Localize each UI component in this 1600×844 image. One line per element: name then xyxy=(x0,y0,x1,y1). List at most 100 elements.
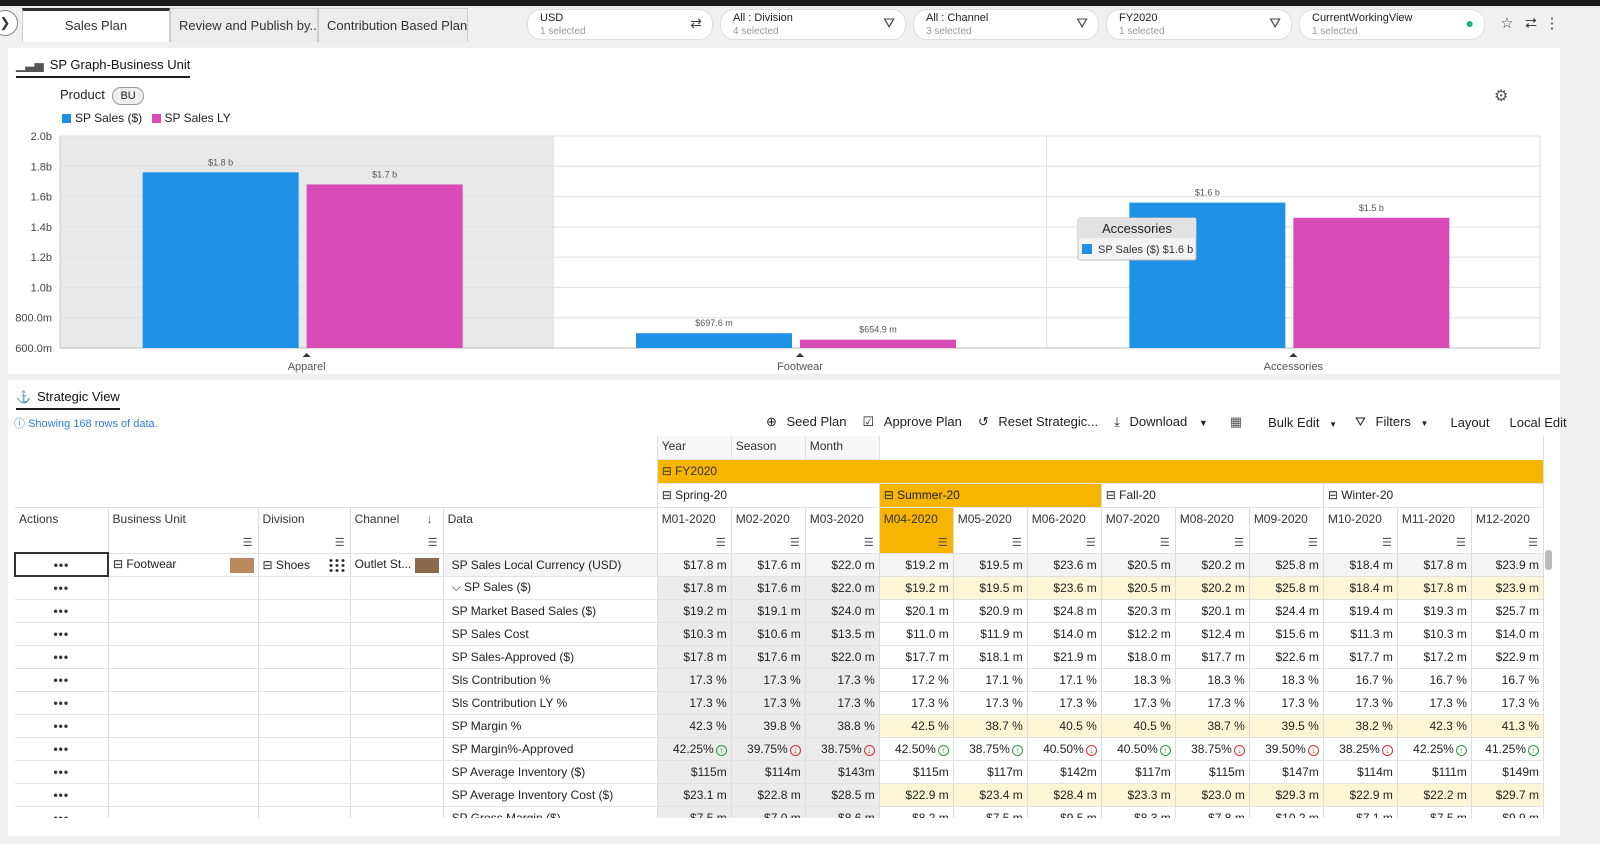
row-actions-menu[interactable]: ••• xyxy=(14,552,110,577)
value-cell[interactable]: 17.1 % xyxy=(1027,668,1102,692)
row-actions-menu[interactable]: ••• xyxy=(15,714,109,738)
value-cell[interactable]: $17.7 m xyxy=(1323,645,1398,669)
filters-button[interactable]: ⛛ Filters ▼ xyxy=(1354,414,1429,429)
value-cell[interactable]: $22.0 m xyxy=(805,576,880,600)
month-header-m05-2020[interactable]: M05-2020 ☰ xyxy=(953,507,1028,554)
value-cell[interactable]: 17.3 % xyxy=(1101,691,1176,715)
value-cell[interactable]: $23.9 m xyxy=(1471,576,1545,600)
value-cell[interactable]: 17.3 % xyxy=(1249,691,1324,715)
row-actions-menu[interactable]: ••• xyxy=(15,599,109,623)
month-header-m07-2020[interactable]: M07-2020 ☰ xyxy=(1101,507,1176,554)
value-cell[interactable]: $18.0 m xyxy=(1101,645,1176,669)
value-cell[interactable]: $25.7 m xyxy=(1471,599,1545,623)
value-cell[interactable]: $10.3 m xyxy=(1397,622,1472,646)
value-cell[interactable]: 40.50% ↑ xyxy=(1101,737,1176,761)
value-cell[interactable]: $22.2 m xyxy=(1397,783,1472,807)
value-cell[interactable]: $17.6 m xyxy=(731,553,806,577)
value-cell[interactable]: $10.2 m xyxy=(1249,806,1324,818)
value-cell[interactable]: $7.5 m xyxy=(657,806,732,818)
view-filter[interactable]: CurrentWorkingView 1 selected ● xyxy=(1299,9,1485,40)
month-header-m01-2020[interactable]: M01-2020 ☰ xyxy=(657,507,732,554)
sort-down-icon[interactable]: ↓ xyxy=(426,511,433,526)
value-cell[interactable]: $20.1 m xyxy=(1175,599,1250,623)
value-cell[interactable]: $114m xyxy=(1323,760,1398,784)
value-cell[interactable]: 39.8 % xyxy=(731,714,806,738)
filter-icon[interactable]: ⛛ xyxy=(883,15,895,31)
value-cell[interactable]: $8.2 m xyxy=(879,806,954,818)
data-column-header[interactable]: Data xyxy=(443,507,658,554)
value-cell[interactable]: $19.1 m xyxy=(731,599,806,623)
value-cell[interactable]: $21.9 m xyxy=(1027,645,1102,669)
division-column-header[interactable]: Division ☰ xyxy=(258,507,351,554)
value-cell[interactable]: 16.7 % xyxy=(1397,668,1472,692)
value-cell[interactable]: $13.5 m xyxy=(805,622,880,646)
value-cell[interactable]: $20.5 m xyxy=(1101,576,1176,600)
value-cell[interactable]: $20.1 m xyxy=(879,599,954,623)
value-cell[interactable]: $12.2 m xyxy=(1101,622,1176,646)
value-cell[interactable]: $115m xyxy=(879,760,954,784)
row-actions-menu[interactable]: ••• xyxy=(15,622,109,646)
value-cell[interactable]: $23.6 m xyxy=(1027,576,1102,600)
value-cell[interactable]: $142m xyxy=(1027,760,1102,784)
tab-sales-plan[interactable]: Sales Plan xyxy=(22,8,170,42)
value-cell[interactable]: 38.7 % xyxy=(953,714,1028,738)
value-cell[interactable]: $10.6 m xyxy=(731,622,806,646)
value-cell[interactable]: $23.0 m xyxy=(1175,783,1250,807)
value-cell[interactable]: $8.6 m xyxy=(805,806,880,818)
row-actions-menu[interactable]: ••• xyxy=(15,783,109,807)
year-filter[interactable]: FY2020 1 selected ⛛ xyxy=(1106,9,1292,40)
value-cell[interactable]: 17.3 % xyxy=(805,691,880,715)
value-cell[interactable]: 18.3 % xyxy=(1101,668,1176,692)
value-cell[interactable]: $23.3 m xyxy=(1101,783,1176,807)
value-cell[interactable]: $24.8 m xyxy=(1027,599,1102,623)
value-cell[interactable]: $7.5 m xyxy=(953,806,1028,818)
value-cell[interactable]: $25.8 m xyxy=(1249,553,1324,577)
bulk-edit-button[interactable]: Bulk Edit ▼ xyxy=(1268,414,1337,430)
level-year[interactable]: Year xyxy=(657,436,732,460)
value-cell[interactable]: $20.2 m xyxy=(1175,576,1250,600)
value-cell[interactable]: $12.4 m xyxy=(1175,622,1250,646)
month-header-m03-2020[interactable]: M03-2020 ☰ xyxy=(805,507,880,554)
season-header-spring-20[interactable]: ⊟ Spring-20 xyxy=(657,483,880,508)
value-cell[interactable]: 39.75% ↓ xyxy=(731,737,806,761)
swap-icon[interactable]: ⇄ xyxy=(690,15,702,31)
value-cell[interactable]: $117m xyxy=(1101,760,1176,784)
value-cell[interactable]: 40.50% ↓ xyxy=(1027,737,1102,761)
value-cell[interactable]: $17.6 m xyxy=(731,645,806,669)
value-cell[interactable]: 42.25% ↑ xyxy=(1397,737,1472,761)
value-cell[interactable]: $19.2 m xyxy=(879,553,954,577)
row-actions-menu[interactable]: ••• xyxy=(15,576,109,600)
month-header-m08-2020[interactable]: M08-2020 ☰ xyxy=(1175,507,1250,554)
row-actions-menu[interactable]: ••• xyxy=(15,806,109,818)
value-cell[interactable]: 42.5 % xyxy=(879,714,954,738)
month-header-m04-2020[interactable]: M04-2020 ☰ xyxy=(879,507,954,554)
value-cell[interactable]: $29.3 m xyxy=(1249,783,1324,807)
seed-plan-button[interactable]: ⊕ Seed Plan xyxy=(766,414,847,429)
actions-column-header[interactable]: Actions xyxy=(15,507,109,554)
value-cell[interactable]: 40.5 % xyxy=(1027,714,1102,738)
value-cell[interactable]: $17.8 m xyxy=(1397,553,1472,577)
value-cell[interactable]: 42.3 % xyxy=(1397,714,1472,738)
value-cell[interactable]: 17.3 % xyxy=(1323,691,1398,715)
month-header-m02-2020[interactable]: M02-2020 ☰ xyxy=(731,507,806,554)
view-status-icon[interactable]: ● xyxy=(1465,15,1474,31)
column-filter-icon[interactable]: ☰ xyxy=(334,536,345,549)
value-cell[interactable]: $7.8 m xyxy=(1175,806,1250,818)
value-cell[interactable]: $11.0 m xyxy=(879,622,954,646)
row-actions-menu[interactable]: ••• xyxy=(15,645,109,669)
value-cell[interactable]: $17.8 m xyxy=(657,576,732,600)
value-cell[interactable]: 17.3 % xyxy=(657,668,732,692)
value-cell[interactable]: $20.2 m xyxy=(1175,553,1250,577)
value-cell[interactable]: $18.4 m xyxy=(1323,576,1398,600)
column-filter-icon[interactable]: ☰ xyxy=(1159,536,1170,549)
value-cell[interactable]: $11.3 m xyxy=(1323,622,1398,646)
value-cell[interactable]: 17.3 % xyxy=(1175,691,1250,715)
value-cell[interactable]: $22.9 m xyxy=(1471,645,1545,669)
value-cell[interactable]: $9.5 m xyxy=(1027,806,1102,818)
local-edit-button[interactable]: Local Edit xyxy=(1509,414,1567,430)
value-cell[interactable]: 17.3 % xyxy=(805,668,880,692)
value-cell[interactable]: $19.5 m xyxy=(953,553,1028,577)
value-cell[interactable]: $22.6 m xyxy=(1249,645,1324,669)
business-unit-column-header[interactable]: Business Unit ☰ xyxy=(108,507,259,554)
column-filter-icon[interactable]: ☰ xyxy=(427,536,438,549)
